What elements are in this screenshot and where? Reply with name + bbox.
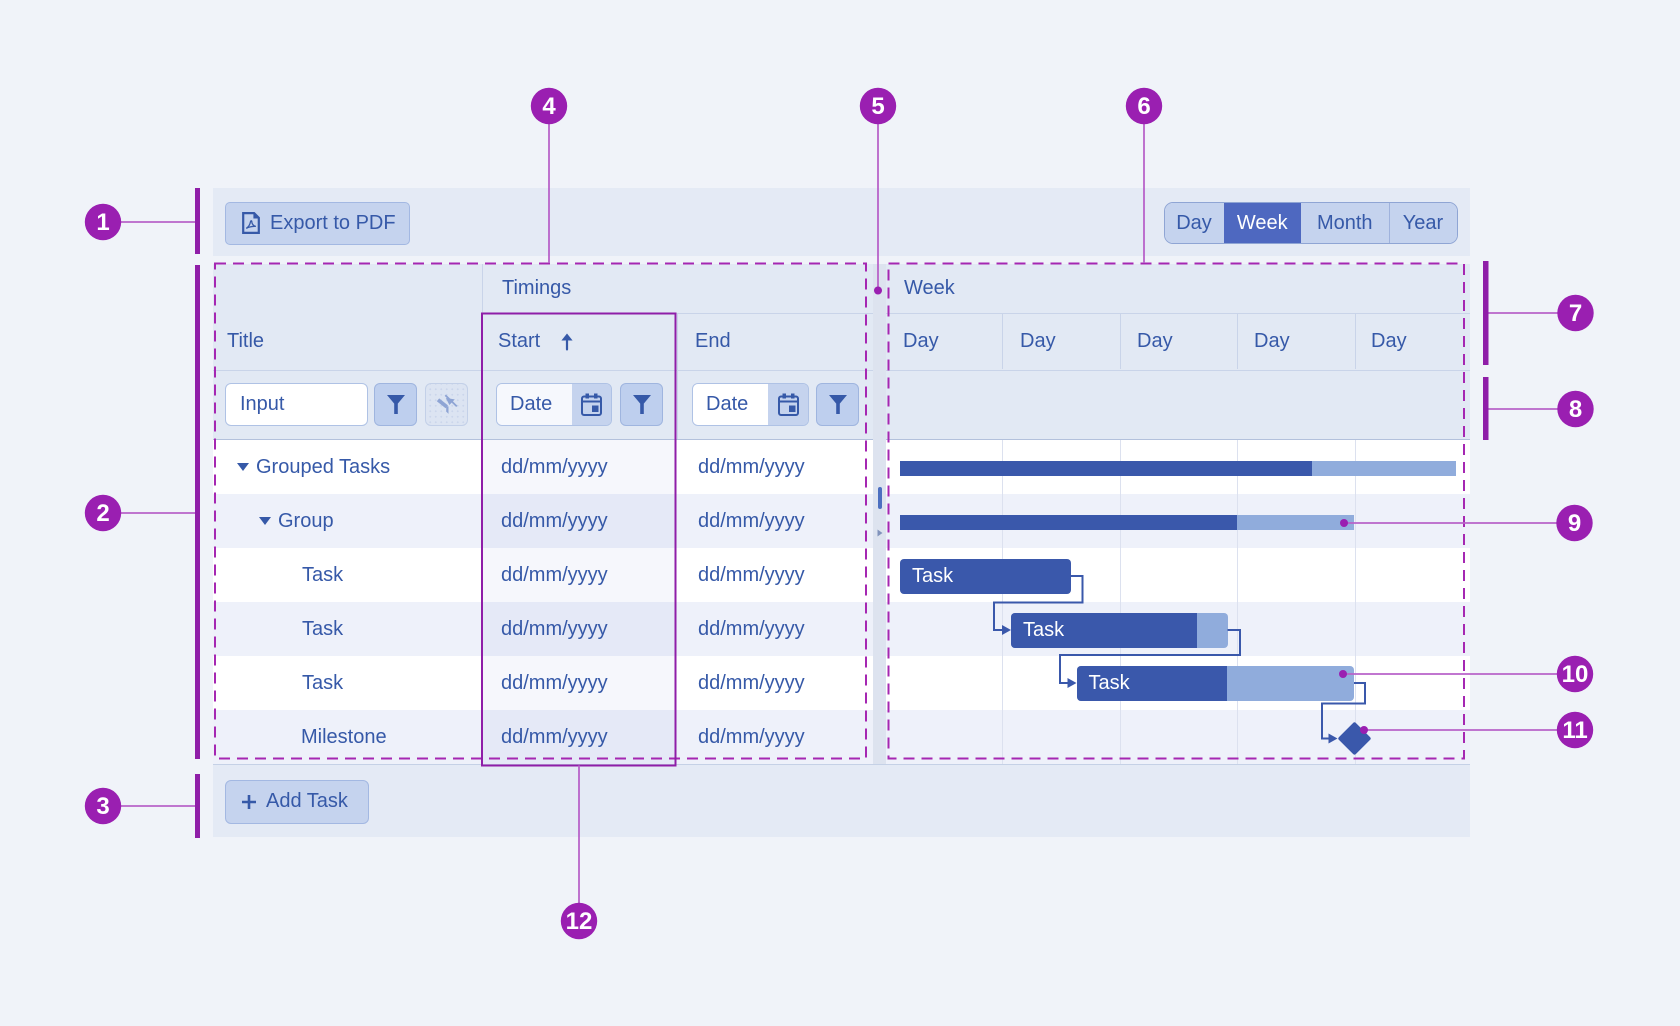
svg-text:8: 8 [1569,396,1582,423]
svg-text:2: 2 [96,500,109,527]
svg-text:5: 5 [871,93,884,120]
svg-text:7: 7 [1569,300,1582,327]
svg-text:10: 10 [1562,661,1589,688]
svg-text:4: 4 [542,93,556,120]
svg-text:3: 3 [96,793,109,820]
svg-text:1: 1 [96,209,109,236]
svg-text:11: 11 [1562,717,1587,744]
svg-text:6: 6 [1137,93,1150,120]
svg-text:12: 12 [566,908,593,935]
svg-text:9: 9 [1568,510,1581,537]
